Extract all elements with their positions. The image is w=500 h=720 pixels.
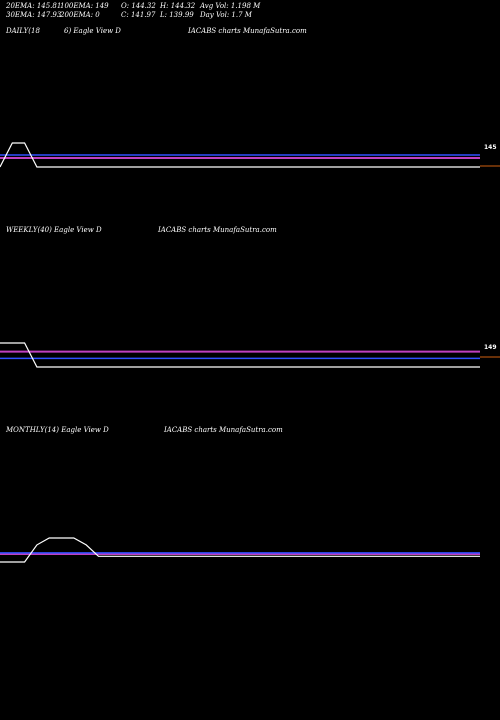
weekly-title-c: IACABS charts MunafaSutra.com [158, 226, 277, 234]
open-label: O: 144.32 [121, 2, 156, 10]
weekly-price-label: 149 [484, 344, 497, 351]
daily-price-line [0, 142, 480, 168]
monthly-price-line [0, 537, 480, 563]
ema20-label: 20EMA: 145.81 [6, 2, 62, 10]
weekly-price-line [0, 342, 480, 368]
close-label: C: 141.97 [121, 11, 156, 19]
weekly-chart: 149 [0, 342, 500, 368]
weekly-title-a: WEEKLY(40) Eagle View D [6, 226, 102, 234]
daily-title-b: 6) Eagle View D [64, 27, 121, 35]
daily-title-a: DAILY(18 [6, 27, 40, 35]
ema100-label: 100EMA: 149 [60, 2, 109, 10]
low-label: L: 139.99 [160, 11, 194, 19]
day-vol-label: Day Vol: 1.7 M [200, 11, 252, 19]
monthly-chart [0, 537, 480, 563]
daily-price-label: 145 [484, 144, 497, 151]
ema30-label: 30EMA: 147.93 [6, 11, 62, 19]
monthly-title-a: MONTHLY(14) Eagle View D [6, 426, 109, 434]
daily-title-c: IACABS charts MunafaSutra.com [188, 27, 307, 35]
monthly-title-c: IACABS charts MunafaSutra.com [164, 426, 283, 434]
ema200-label: 200EMA: 0 [60, 11, 100, 19]
high-label: H: 144.32 [160, 2, 196, 10]
avg-vol-label: Avg Vol: 1.198 M [200, 2, 261, 10]
daily-chart: 145 [0, 142, 500, 168]
